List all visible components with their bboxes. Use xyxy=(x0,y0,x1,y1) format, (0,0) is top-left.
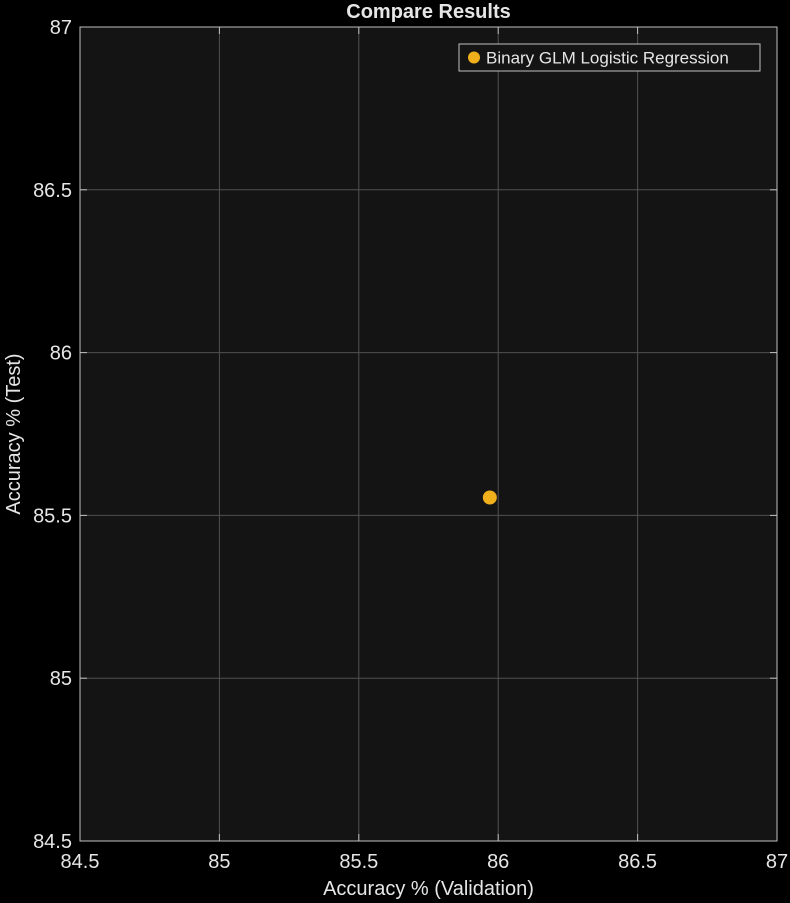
y-tick-label: 84.5 xyxy=(33,831,72,853)
x-tick-label: 85.5 xyxy=(339,851,378,873)
y-tick-label: 87 xyxy=(50,17,72,39)
y-axis-label: Accuracy % (Test) xyxy=(3,353,25,514)
y-tick-label: 86 xyxy=(50,343,72,365)
data-points xyxy=(482,490,497,505)
plot-area xyxy=(80,27,777,841)
y-axis-ticks: 84.5 85 85.5 86 86.5 87 xyxy=(33,17,777,853)
legend-entry: Binary GLM Logistic Regression xyxy=(486,49,729,68)
x-tick-label: 85 xyxy=(208,851,230,873)
x-tick-label: 84.5 xyxy=(61,851,100,873)
x-tick-label: 86.5 xyxy=(618,851,657,873)
y-tick-label: 85.5 xyxy=(33,505,72,527)
legend-box xyxy=(458,43,761,72)
chart-title: Compare Results xyxy=(346,1,511,23)
y-tick-label: 86.5 xyxy=(33,180,72,202)
data-point xyxy=(482,490,497,505)
plot-frame xyxy=(79,26,778,842)
x-tick-label: 87 xyxy=(766,851,788,873)
legend-marker xyxy=(468,51,480,64)
x-axis-ticks: 84.5 85 85.5 86 86.5 87 xyxy=(61,27,788,873)
x-axis-label: Accuracy % (Validation) xyxy=(323,878,534,900)
legend: Binary GLM Logistic Regression xyxy=(458,43,761,72)
x-tick-label: 86 xyxy=(487,851,509,873)
grid-lines xyxy=(80,27,777,841)
y-tick-label: 85 xyxy=(50,668,72,690)
